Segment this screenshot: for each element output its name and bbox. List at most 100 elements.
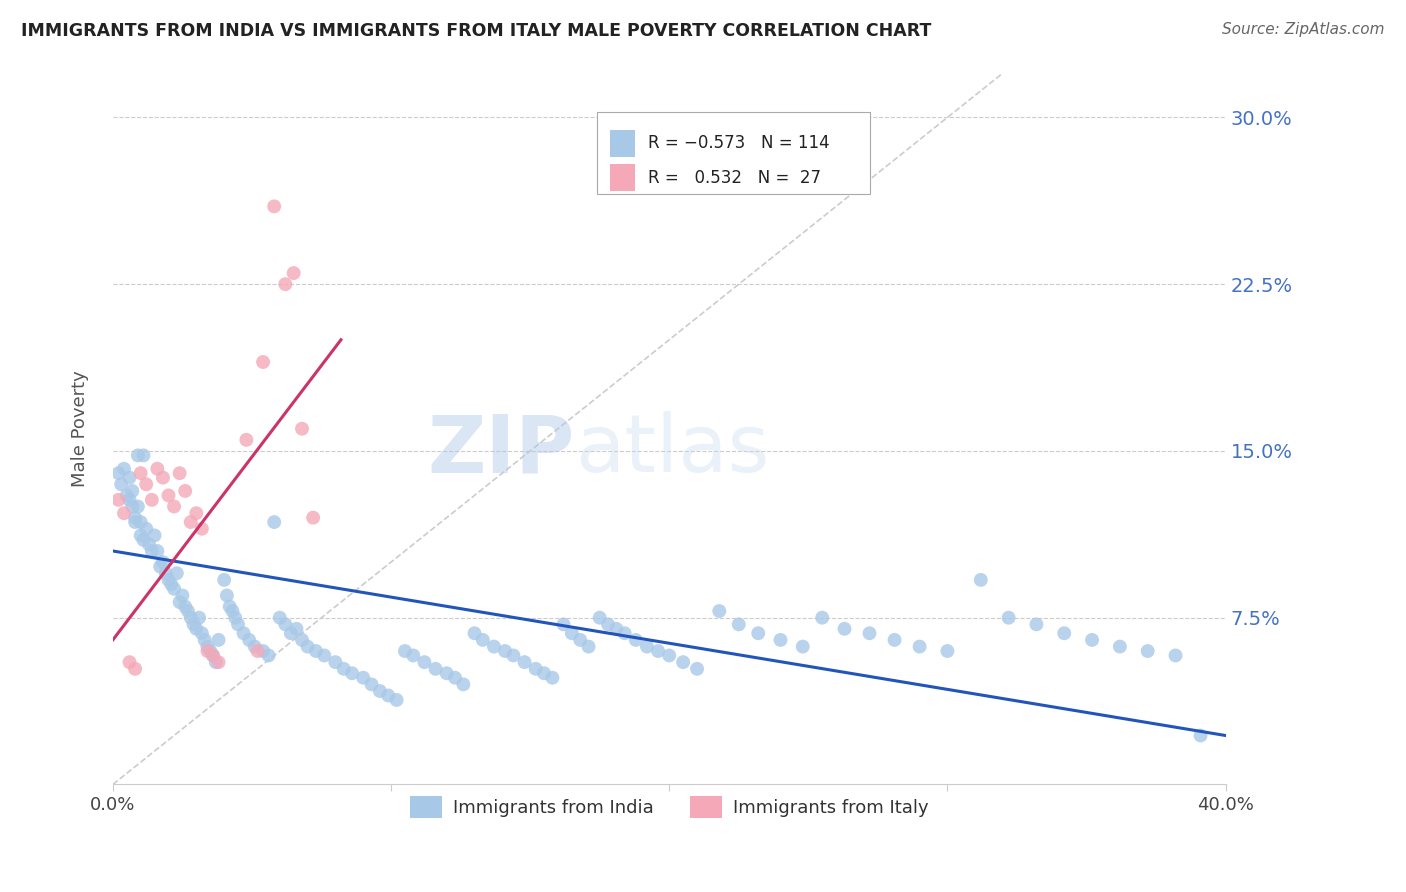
Point bbox=[1164, 648, 1187, 663]
Point bbox=[502, 648, 524, 663]
Point bbox=[727, 617, 749, 632]
Point bbox=[129, 515, 152, 529]
Point bbox=[394, 644, 416, 658]
Text: IMMIGRANTS FROM INDIA VS IMMIGRANTS FROM ITALY MALE POVERTY CORRELATION CHART: IMMIGRANTS FROM INDIA VS IMMIGRANTS FROM… bbox=[21, 22, 931, 40]
Point bbox=[672, 655, 695, 669]
FancyBboxPatch shape bbox=[610, 129, 634, 157]
Point bbox=[858, 626, 880, 640]
Point bbox=[436, 666, 458, 681]
Point bbox=[709, 604, 731, 618]
Point bbox=[769, 632, 792, 647]
Point bbox=[149, 559, 172, 574]
Point bbox=[636, 640, 658, 654]
Point bbox=[624, 632, 647, 647]
Point bbox=[1081, 632, 1104, 647]
Point bbox=[314, 648, 336, 663]
Point bbox=[257, 648, 280, 663]
Text: atlas: atlas bbox=[575, 411, 769, 489]
Point bbox=[141, 544, 163, 558]
Point bbox=[263, 515, 285, 529]
Point bbox=[218, 599, 240, 614]
Text: R = −0.573   N = 114: R = −0.573 N = 114 bbox=[648, 134, 830, 153]
Text: Source: ZipAtlas.com: Source: ZipAtlas.com bbox=[1222, 22, 1385, 37]
Point bbox=[152, 555, 174, 569]
Point bbox=[118, 470, 141, 484]
Point bbox=[160, 577, 183, 591]
Point bbox=[413, 655, 436, 669]
Point bbox=[463, 626, 485, 640]
Point bbox=[686, 662, 709, 676]
Point bbox=[129, 466, 152, 480]
Point bbox=[212, 573, 235, 587]
Point bbox=[647, 644, 669, 658]
Point bbox=[377, 689, 399, 703]
Point bbox=[124, 662, 146, 676]
Point bbox=[121, 483, 143, 498]
Point bbox=[112, 506, 135, 520]
Point bbox=[132, 449, 155, 463]
Point bbox=[402, 648, 425, 663]
Point bbox=[533, 666, 555, 681]
Point bbox=[553, 617, 575, 632]
Point bbox=[207, 632, 229, 647]
Point bbox=[305, 644, 328, 658]
Point bbox=[221, 604, 243, 618]
Point bbox=[127, 449, 149, 463]
Point bbox=[115, 488, 138, 502]
Point bbox=[569, 632, 592, 647]
Point bbox=[135, 522, 157, 536]
Point bbox=[561, 626, 583, 640]
Point bbox=[302, 510, 325, 524]
Point bbox=[188, 610, 211, 624]
Point bbox=[191, 626, 214, 640]
Point bbox=[811, 610, 834, 624]
Point bbox=[792, 640, 814, 654]
Point bbox=[146, 544, 169, 558]
Point bbox=[112, 461, 135, 475]
Point bbox=[180, 515, 202, 529]
Point bbox=[605, 622, 627, 636]
Point bbox=[589, 610, 612, 624]
Point bbox=[157, 573, 180, 587]
Point bbox=[1189, 729, 1212, 743]
Point bbox=[157, 488, 180, 502]
Point bbox=[118, 492, 141, 507]
Point bbox=[596, 617, 619, 632]
Point bbox=[186, 622, 208, 636]
Point bbox=[368, 684, 391, 698]
Point bbox=[252, 355, 274, 369]
FancyBboxPatch shape bbox=[610, 164, 634, 191]
Point bbox=[325, 655, 347, 669]
Point bbox=[340, 666, 363, 681]
Point bbox=[274, 617, 297, 632]
Point bbox=[183, 617, 205, 632]
Point bbox=[169, 466, 191, 480]
Y-axis label: Male Poverty: Male Poverty bbox=[72, 370, 89, 487]
Point bbox=[197, 640, 219, 654]
Point bbox=[163, 582, 186, 596]
Point bbox=[297, 640, 319, 654]
Point bbox=[127, 500, 149, 514]
Point bbox=[197, 644, 219, 658]
Point bbox=[177, 604, 200, 618]
Point bbox=[238, 632, 260, 647]
Point bbox=[385, 693, 408, 707]
Point bbox=[204, 655, 226, 669]
Point bbox=[135, 477, 157, 491]
Point bbox=[235, 433, 257, 447]
Point bbox=[146, 461, 169, 475]
Point bbox=[280, 626, 302, 640]
Point bbox=[172, 589, 194, 603]
Point bbox=[1053, 626, 1076, 640]
Point bbox=[332, 662, 354, 676]
Point bbox=[224, 610, 246, 624]
Point bbox=[613, 626, 636, 640]
Point bbox=[1025, 617, 1047, 632]
Point bbox=[169, 595, 191, 609]
Legend: Immigrants from India, Immigrants from Italy: Immigrants from India, Immigrants from I… bbox=[402, 789, 936, 825]
Point bbox=[246, 644, 269, 658]
Point bbox=[360, 677, 382, 691]
Point bbox=[834, 622, 856, 636]
Point bbox=[578, 640, 600, 654]
Point bbox=[129, 528, 152, 542]
